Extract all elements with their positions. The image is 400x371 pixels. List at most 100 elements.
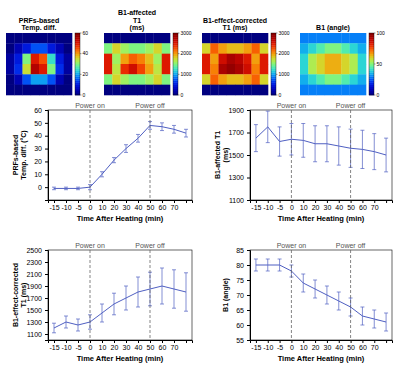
annotation-label: Power off — [336, 242, 365, 249]
heatmap-panel: PRFs-basedTemp. diff.0204060 — [6, 17, 88, 98]
colorbar-step — [75, 74, 80, 76]
heatmap-cell — [227, 43, 236, 54]
error-bar-cap — [313, 298, 317, 299]
x-axis: -15-10-5010203040506070 — [49, 200, 193, 211]
colorbar-step — [271, 68, 276, 70]
x-tick: 40 — [135, 340, 143, 351]
error-bar-stem — [78, 319, 79, 331]
x-tick-label: 70 — [371, 204, 379, 211]
x-tick-mark — [162, 200, 163, 203]
x-tick: 0 — [89, 200, 93, 211]
heatmap-cell — [260, 43, 269, 54]
data-line — [256, 265, 386, 322]
y-tick-mark — [45, 136, 48, 137]
error-bar-stem — [326, 126, 327, 162]
error-bar-stem — [362, 307, 363, 325]
x-axis: -15-10-5010203040506070 — [251, 340, 393, 351]
error-bar-stem — [186, 273, 187, 311]
x-tick: 50 — [347, 200, 355, 211]
y-tick-label: 1300 — [228, 174, 244, 181]
colorbar-step — [271, 70, 276, 72]
y-tick-label: 1900 — [26, 283, 42, 290]
error-bar-stem — [279, 259, 280, 271]
y-tick-mark — [45, 174, 48, 175]
error-bar-stem — [138, 134, 139, 142]
x-tick-label: 70 — [171, 204, 179, 211]
heatmap-cell — [64, 74, 73, 85]
x-tick: 60 — [159, 340, 167, 351]
colorbar-step — [369, 66, 374, 68]
y-tick: 1700 — [26, 295, 48, 302]
error-bar-cap — [112, 157, 116, 158]
error-bar-cap — [136, 277, 140, 278]
error-bar-stem — [338, 127, 339, 165]
y-tick: 40 — [34, 132, 48, 139]
heatmap-cell — [325, 64, 334, 75]
heatmap-cell — [129, 74, 138, 85]
colorbar-step — [369, 91, 374, 93]
colorbar-step — [75, 39, 80, 41]
heatmap-cell — [162, 33, 171, 44]
y-tick-mark — [247, 295, 250, 296]
error-bar — [52, 323, 56, 333]
error-bar-cap — [360, 168, 364, 169]
y-tick-label: 60 — [236, 322, 244, 329]
error-bar-cap — [88, 329, 92, 330]
error-bar-stem — [338, 292, 339, 310]
colorbar-step — [271, 58, 276, 60]
error-bar-stem — [255, 259, 256, 271]
colorbar-tick-label: 3000 — [279, 30, 290, 36]
x-tick: 20 — [111, 340, 119, 351]
x-tick: 20 — [111, 200, 119, 211]
colorbar-step — [75, 56, 80, 58]
heatmap-cell — [341, 64, 350, 75]
heatmap-cell — [358, 54, 367, 65]
heatmap-cell — [121, 85, 130, 96]
error-bar-cap — [254, 259, 258, 260]
y-tick-mark — [247, 178, 250, 179]
heatmap-cell — [64, 64, 73, 75]
error-bar-cap — [372, 328, 376, 329]
error-bar-stem — [386, 138, 387, 172]
y-tick-mark — [45, 286, 48, 287]
x-tick-label: 30 — [123, 204, 131, 211]
x-tick-label: 40 — [335, 344, 343, 351]
colorbar-step — [271, 56, 276, 58]
error-bar-stem — [162, 123, 163, 131]
heatmap-cell — [56, 85, 65, 96]
colorbar-step — [271, 43, 276, 45]
plot-marks — [254, 259, 388, 331]
heatmap-cell — [317, 33, 326, 44]
x-tick-mark — [102, 340, 103, 343]
error-bar-cap — [278, 259, 282, 260]
x-tick-mark — [351, 200, 352, 203]
error-bar — [313, 280, 317, 298]
error-bar-stem — [114, 293, 115, 315]
error-bar-cap — [325, 304, 329, 305]
colorbar-step — [173, 54, 178, 56]
x-tick: 10 — [99, 340, 107, 351]
error-bar-stem — [162, 268, 163, 304]
error-bar-cap — [313, 125, 317, 126]
colorbar-tick-label: 60 — [83, 30, 89, 36]
heatmap-cell — [31, 85, 40, 96]
x-tick-mark — [126, 200, 127, 203]
heatmap-cell — [325, 43, 334, 54]
error-bar-stem — [186, 129, 187, 137]
heatmap-cell — [252, 64, 261, 75]
heatmap-cell — [210, 43, 219, 54]
heatmap-cell — [252, 85, 261, 96]
y-axis: 11001300150017001900 — [228, 107, 250, 204]
heatmap-cell — [333, 33, 342, 44]
line-chart: -15-10-501020304050607011001300150017001… — [214, 102, 393, 223]
heatmap-cell — [235, 33, 244, 44]
x-tick-label: 60 — [359, 204, 367, 211]
y-tick-mark — [247, 340, 250, 341]
plot-marks — [52, 122, 188, 190]
y-axis-line — [45, 251, 49, 341]
error-bar-cap — [76, 319, 80, 320]
error-bar-stem — [138, 277, 139, 307]
heatmap-cell — [333, 43, 342, 54]
x-tick: 70 — [171, 340, 179, 351]
heatmap-cell — [308, 54, 317, 65]
